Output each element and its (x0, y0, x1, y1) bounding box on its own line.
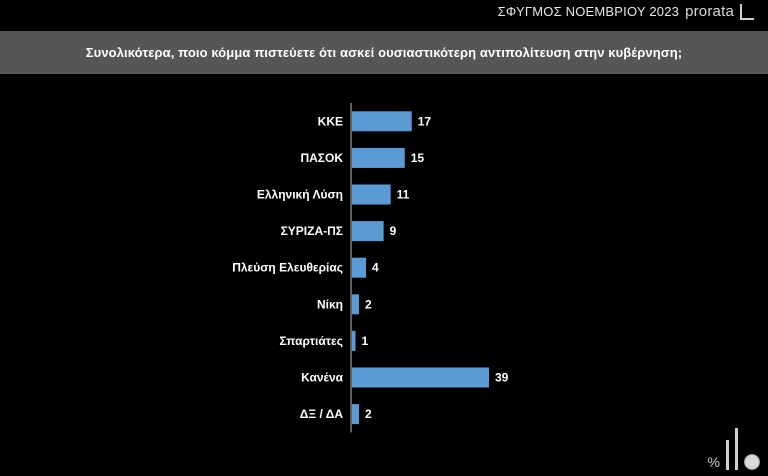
bar (352, 294, 360, 315)
footer-icons: % (708, 428, 760, 470)
survey-label: ΣΦΥΓΜΟΣ ΝΟΕΜΒΡΙΟΥ 2023 (497, 4, 680, 19)
category-label: ΣΥΡΙΖΑ-ΠΣ (281, 224, 343, 238)
question-text: Συνολικότερα, ποιο κόμμα πιστεύετε ότι α… (85, 45, 683, 60)
category-label: Ελληνική Λύση (257, 188, 343, 202)
top-bar: ΣΦΥΓΜΟΣ ΝΟΕΜΒΡΙΟΥ 2023 prorata (0, 0, 768, 30)
category-label: Πλεύση Ελευθερίας (232, 261, 343, 275)
data-label: 17 (418, 114, 432, 128)
bar (352, 330, 356, 351)
percent-icon: % (707, 454, 720, 470)
seal-icon (744, 454, 760, 470)
data-label: 2 (365, 297, 372, 311)
data-label: 4 (372, 261, 379, 275)
bar (352, 111, 412, 132)
bar (352, 257, 367, 278)
bar (352, 367, 489, 388)
prorata-logo: prorata (685, 3, 734, 20)
logo-mark-icon (740, 3, 754, 20)
bar (352, 221, 384, 242)
data-label: 1 (362, 334, 369, 348)
category-label: Κανένα (301, 371, 344, 385)
bar (352, 147, 405, 168)
data-label: 9 (390, 224, 397, 238)
category-label: Σπαρτιάτες (279, 334, 343, 348)
data-label: 11 (397, 188, 410, 202)
bar (352, 184, 391, 205)
question-banner: Συνολικότερα, ποιο κόμμα πιστεύετε ότι α… (0, 31, 768, 74)
category-label: ΠΑΣΟΚ (300, 151, 343, 165)
data-label: 39 (495, 371, 509, 385)
data-label: 2 (365, 407, 372, 421)
bar-chart-icon (726, 440, 729, 470)
category-label: ΚΚΕ (318, 114, 343, 128)
bars-group: ΚΚΕ 17 ΠΑΣΟΚ 15 Ελληνική Λύση 11 ΣΥΡΙΖΑ-ΠΣ 9 Πλε… (232, 111, 509, 425)
data-label: 15 (411, 151, 425, 165)
growth-chart-icon (735, 428, 738, 470)
brand: ΣΦΥΓΜΟΣ ΝΟΕΜΒΡΙΟΥ 2023 prorata (498, 3, 754, 20)
category-label: Νίκη (317, 297, 343, 311)
bar (352, 404, 360, 425)
category-label: ΔΞ / ΔΑ (300, 407, 344, 421)
